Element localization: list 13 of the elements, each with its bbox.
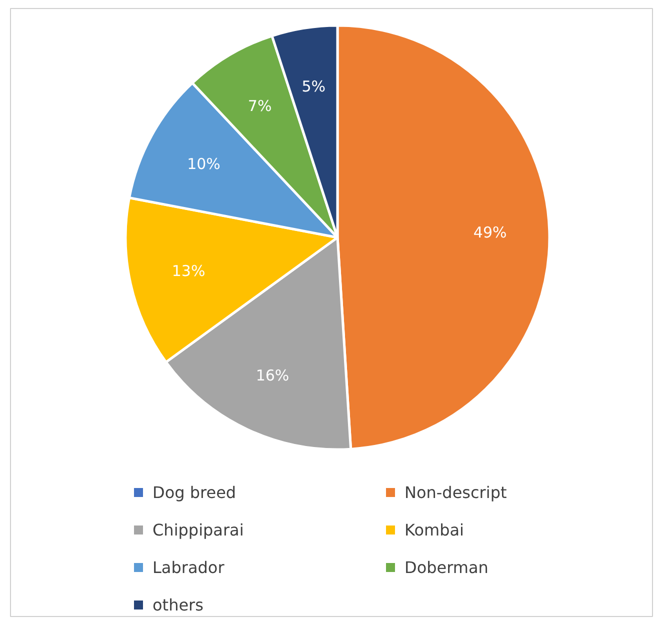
- legend-label: others: [152, 596, 204, 614]
- data-label: 49%: [473, 224, 507, 242]
- legend-label: Chippiparai: [152, 520, 244, 540]
- data-label: 16%: [256, 366, 290, 385]
- data-label: 7%: [248, 97, 272, 116]
- data-label: 10%: [187, 154, 220, 173]
- legend-label: Doberman: [404, 558, 488, 577]
- legend-label: Labrador: [152, 558, 225, 577]
- legend-label: Non-descript: [404, 483, 507, 502]
- legend-label: Dog breed: [152, 483, 236, 502]
- data-label: 13%: [172, 262, 206, 280]
- data-label: 5%: [302, 78, 326, 96]
- legend-label: Kombai: [404, 520, 464, 540]
